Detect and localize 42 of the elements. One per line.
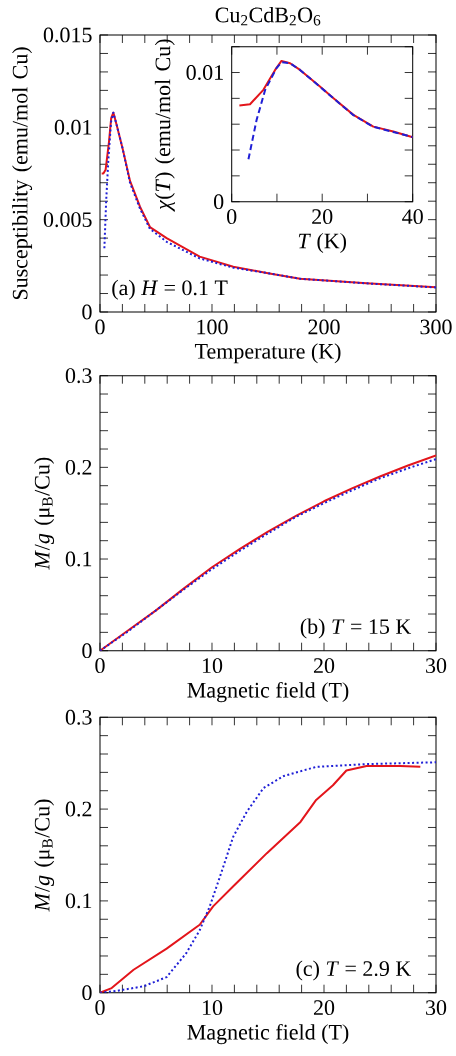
- x-axis-title: Temperature (K): [194, 343, 341, 364]
- y-tick-label: 0.2: [65, 801, 92, 817]
- x-tick-label: 0: [95, 658, 105, 674]
- x-tick-label: 200: [308, 319, 340, 335]
- y-axis-title: M/g (μ$_{B}$/Cu): [34, 457, 55, 570]
- y-tick-label: 0.3: [65, 709, 92, 725]
- y-axis-title: Susceptibility (emu/mol Cu): [12, 47, 33, 300]
- x-tick-label: 10: [202, 658, 223, 674]
- x-tick-label: 20: [313, 1000, 335, 1016]
- x-axis-title: Magnetic field (T): [187, 681, 349, 703]
- line-series: [247, 61, 413, 161]
- annotation: (c) T = 2.9 K: [296, 960, 412, 981]
- x-tick-label: 300: [420, 319, 452, 335]
- y-tick-label: 0.1: [65, 893, 92, 909]
- x-tick-label: 40: [402, 209, 423, 225]
- y-tick-label: 0.005: [43, 212, 92, 228]
- x-tick-label: 20: [313, 658, 335, 674]
- y-tick-label: 0: [82, 304, 92, 320]
- x-tick-label: 10: [202, 1000, 223, 1016]
- y-tick-label: 0: [82, 985, 92, 1001]
- x-tick-label: 0: [227, 209, 237, 225]
- y-tick-label: 0.015: [43, 27, 92, 43]
- annotation: (a) H = 0.1 T: [112, 279, 228, 300]
- y-tick-label: 0.3: [65, 368, 92, 384]
- y-tick-label: 0.2: [65, 459, 92, 475]
- x-axis-title: Magnetic field (T): [187, 1023, 349, 1045]
- x-tick-label: 0: [95, 1000, 105, 1016]
- x-tick-label: 30: [426, 1000, 447, 1016]
- x-tick-label: 20: [312, 209, 333, 225]
- x-axis-title: T (K): [298, 232, 347, 253]
- y-tick-label: 0: [82, 643, 92, 659]
- line-series: [238, 59, 413, 139]
- y-tick-label: 0.01: [54, 119, 92, 135]
- y-axis-title: M/g (μ$_{B}$/Cu): [34, 799, 55, 912]
- y-tick-label: 0.01: [186, 65, 223, 80]
- annotation: (b) T = 15 K: [300, 618, 412, 639]
- x-tick-label: 100: [197, 319, 228, 335]
- x-tick-label: 30: [426, 658, 447, 674]
- y-tick-label: 0.1: [65, 551, 92, 567]
- chart-title: Cu$_{2}$CdB$_{2}$O$_{6}$: [215, 6, 321, 26]
- y-axis-title: χ(T) (emu/mol Cu): [154, 39, 175, 212]
- x-tick-label: 0: [95, 319, 105, 335]
